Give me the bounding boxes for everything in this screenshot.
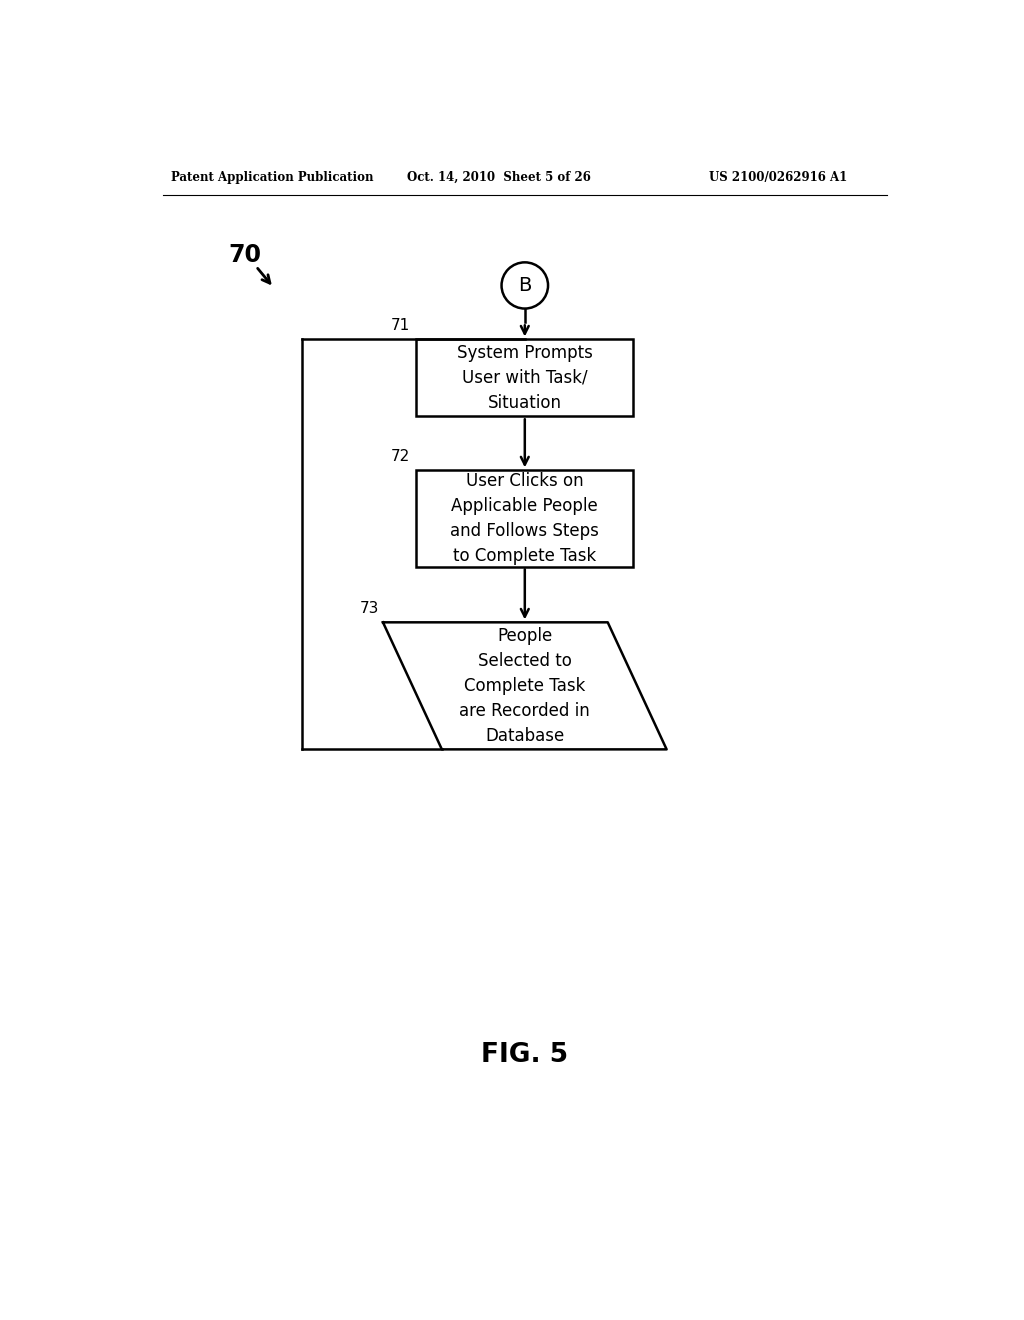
Text: 72: 72 <box>391 449 410 465</box>
Bar <box>417 470 633 566</box>
Text: User Clicks on
Applicable People
and Follows Steps
to Complete Task: User Clicks on Applicable People and Fol… <box>451 471 599 565</box>
Text: People
Selected to
Complete Task
are Recorded in
Database: People Selected to Complete Task are Rec… <box>460 627 590 744</box>
Text: Patent Application Publication: Patent Application Publication <box>171 172 373 185</box>
Text: Oct. 14, 2010  Sheet 5 of 26: Oct. 14, 2010 Sheet 5 of 26 <box>407 172 591 185</box>
Text: B: B <box>518 276 531 294</box>
Bar <box>417 339 633 416</box>
Text: 70: 70 <box>228 243 262 267</box>
Text: 71: 71 <box>391 318 410 333</box>
Text: FIG. 5: FIG. 5 <box>481 1043 568 1068</box>
Polygon shape <box>383 622 667 750</box>
Text: 73: 73 <box>359 601 379 616</box>
Text: System Prompts
User with Task/
Situation: System Prompts User with Task/ Situation <box>457 343 593 412</box>
Text: US 2100/0262916 A1: US 2100/0262916 A1 <box>710 172 848 185</box>
